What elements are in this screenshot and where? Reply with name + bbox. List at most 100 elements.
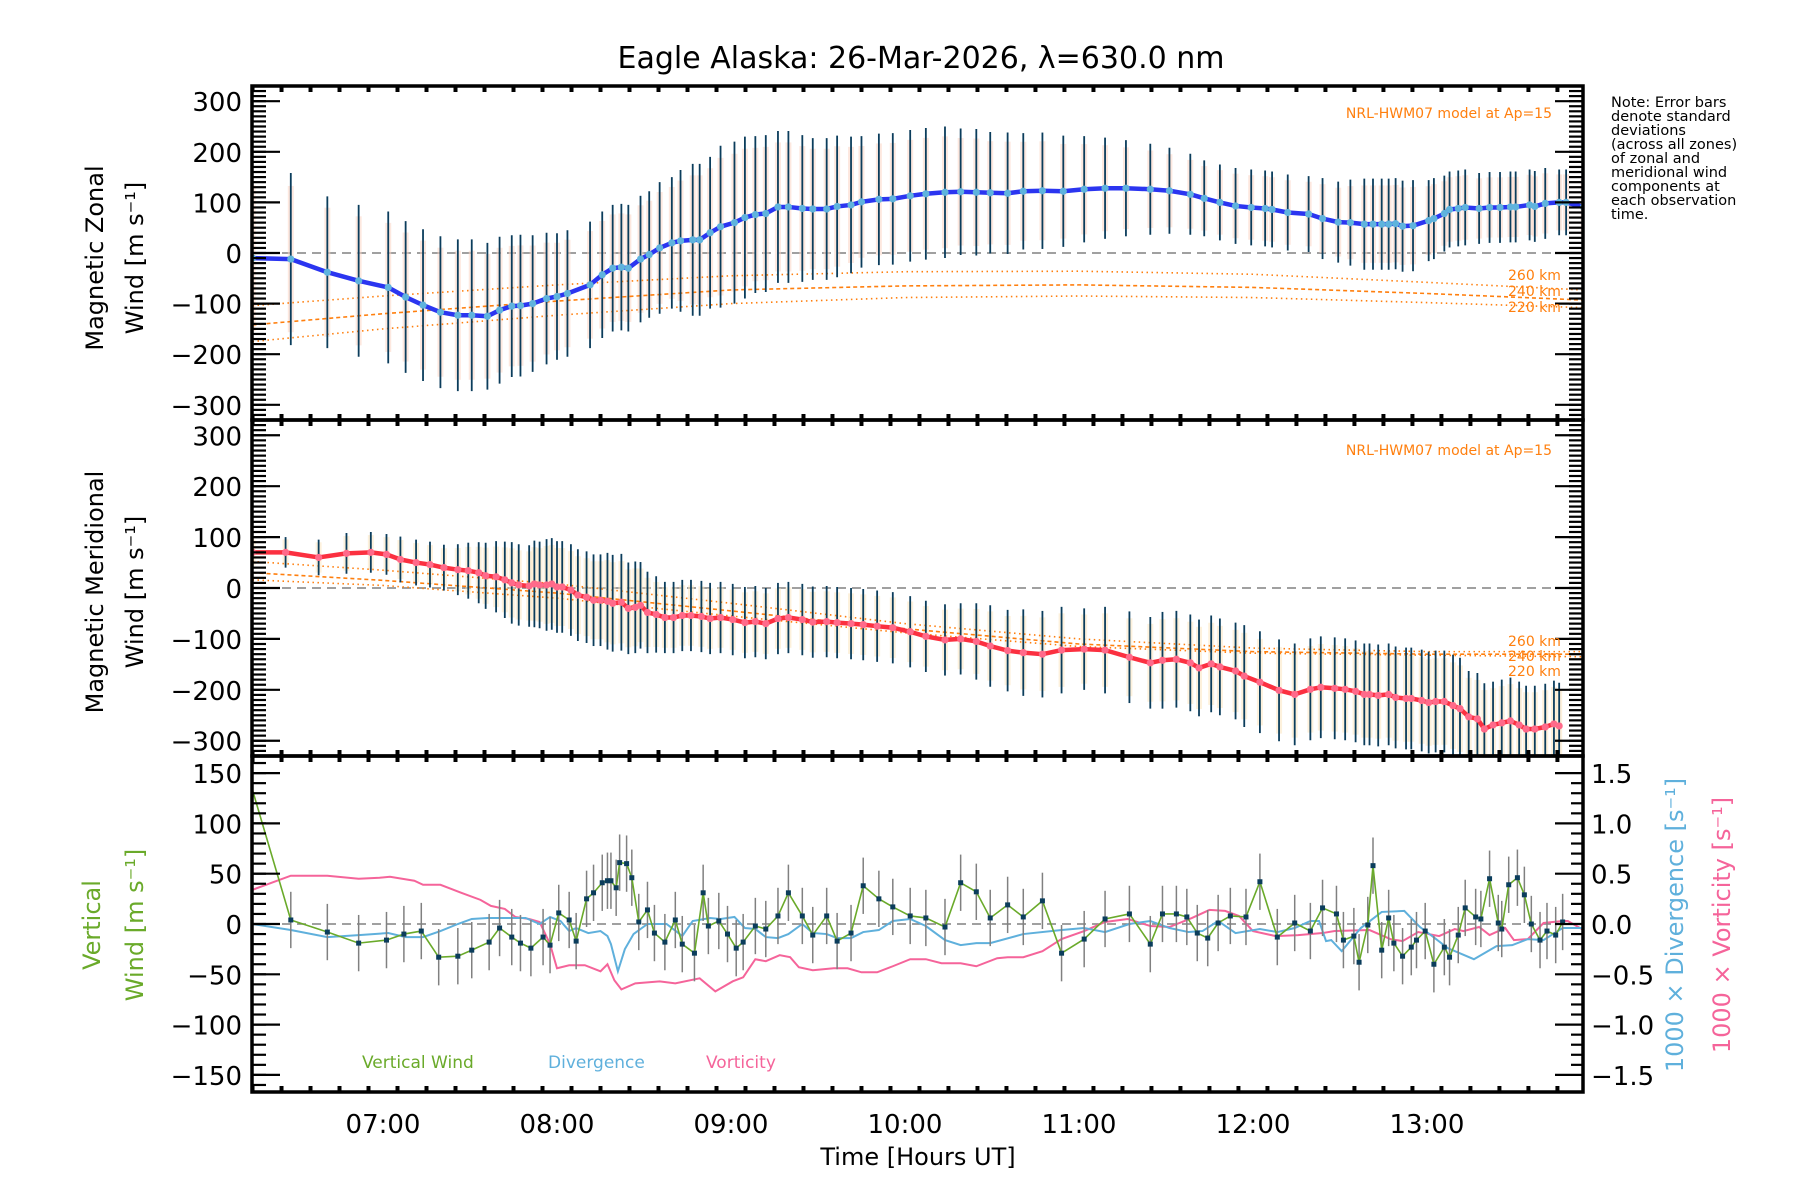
data-point xyxy=(1385,690,1393,699)
data-point xyxy=(1455,932,1461,938)
model-line-220km xyxy=(252,295,1583,343)
data-point xyxy=(1487,876,1493,882)
data-point xyxy=(1200,194,1208,202)
data-point xyxy=(696,236,704,244)
meridional-plot-area xyxy=(252,532,1583,756)
y-axis-tick-label: 200 xyxy=(192,139,242,169)
data-point xyxy=(617,598,625,606)
data-point xyxy=(923,915,929,921)
y-axis-tick-label: 0 xyxy=(225,240,242,270)
data-point xyxy=(1449,702,1457,710)
model-line-220km xyxy=(252,579,1583,658)
x-axis-label: Time [Hours UT] xyxy=(819,1143,1015,1171)
data-point xyxy=(536,581,544,589)
data-point xyxy=(784,203,793,211)
data-point xyxy=(733,945,739,951)
vertical-ylabel: Vertical Wind [m s⁻¹] xyxy=(78,849,149,1001)
data-point xyxy=(1402,694,1410,703)
data-point xyxy=(774,203,782,211)
data-point xyxy=(922,190,930,198)
data-point xyxy=(1495,920,1501,926)
data-point xyxy=(497,925,503,931)
data-point xyxy=(483,312,492,320)
data-point xyxy=(492,573,500,581)
data-point xyxy=(315,553,323,562)
data-point xyxy=(1351,687,1360,695)
meridional-wind-panel: 300 200 100 0 −100 −200 −300 xyxy=(171,418,1585,758)
data-point xyxy=(1004,189,1012,197)
data-point xyxy=(1172,655,1180,663)
data-point xyxy=(678,611,686,620)
data-point xyxy=(1400,953,1406,959)
meridional-model-labels: 260 km 240 km 220 km xyxy=(1508,634,1561,680)
data-point xyxy=(355,277,363,285)
data-point xyxy=(1425,698,1433,707)
data-point xyxy=(987,915,993,921)
data-point xyxy=(729,615,737,624)
data-point xyxy=(1305,210,1313,218)
data-point xyxy=(608,878,614,884)
data-point xyxy=(1317,683,1325,691)
x-axis-tick-label: 07:00 xyxy=(346,1110,421,1140)
note-line: (across all zones) xyxy=(1611,137,1737,153)
data-point xyxy=(1391,940,1397,946)
data-point xyxy=(1019,649,1027,657)
data-point xyxy=(973,889,979,895)
data-point xyxy=(785,890,791,896)
data-point xyxy=(889,195,897,203)
data-point xyxy=(857,198,866,206)
y-axis-tick-label: −300 xyxy=(171,392,242,422)
meridional-model-label-220: 220 km xyxy=(1508,664,1561,680)
data-point xyxy=(584,896,590,902)
data-point xyxy=(342,549,351,557)
data-point xyxy=(613,885,619,891)
data-point xyxy=(1553,932,1559,938)
data-point xyxy=(687,611,695,620)
data-point xyxy=(957,188,965,196)
y-axis-tick-label: −300 xyxy=(171,728,242,758)
data-point xyxy=(495,306,504,314)
data-point xyxy=(1080,645,1088,653)
data-point xyxy=(860,883,866,889)
data-point xyxy=(596,596,605,604)
data-point xyxy=(873,622,881,630)
data-point xyxy=(1544,928,1550,934)
data-point xyxy=(412,558,420,567)
data-point xyxy=(1247,203,1255,212)
data-point xyxy=(679,941,685,947)
data-point xyxy=(1392,693,1400,702)
data-point xyxy=(1147,941,1153,947)
data-point xyxy=(1456,705,1464,713)
y-axis-tick-label: −100 xyxy=(171,626,242,656)
right-axis-tick-label: 1.5 xyxy=(1591,760,1632,790)
chart-title: Eagle Alaska: 26-Mar-2026, λ=630.0 nm xyxy=(618,41,1225,76)
x-axis-tick-label: 13:00 xyxy=(1389,1110,1464,1140)
data-point xyxy=(574,591,582,599)
data-point xyxy=(691,950,697,956)
data-point xyxy=(1186,190,1194,198)
data-point xyxy=(1216,198,1224,206)
data-point xyxy=(1291,690,1299,699)
zonal-wind-panel: 300 200 100 0 −100 −200 −300 xyxy=(171,84,1585,422)
y-axis-tick-label: −100 xyxy=(171,1012,242,1042)
data-point xyxy=(1165,187,1174,195)
data-point xyxy=(553,583,561,591)
data-point xyxy=(636,919,642,925)
data-point xyxy=(833,619,841,627)
note-line: time. xyxy=(1611,207,1648,223)
data-point xyxy=(509,934,515,940)
data-point xyxy=(553,292,561,301)
data-point xyxy=(752,923,758,929)
data-point xyxy=(1231,667,1240,675)
data-point xyxy=(668,239,676,247)
data-point xyxy=(824,913,830,919)
right-axis-tick-label: 0.0 xyxy=(1591,911,1632,941)
data-point xyxy=(1351,933,1357,939)
note-line: of zonal and xyxy=(1611,151,1700,167)
data-point xyxy=(986,189,994,197)
zonal-model-label-220: 220 km xyxy=(1508,300,1561,316)
y-axis-tick-label: 150 xyxy=(192,760,242,790)
data-point xyxy=(1422,928,1428,934)
data-point xyxy=(1413,937,1419,943)
